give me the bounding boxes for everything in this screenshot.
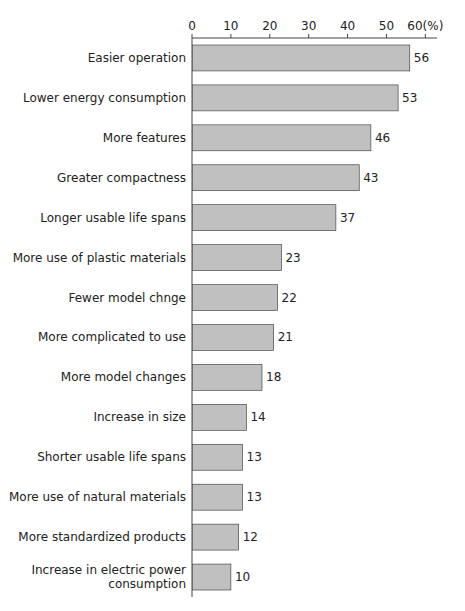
- data-label: 37: [340, 211, 355, 225]
- bar: [192, 285, 278, 311]
- x-tick: [192, 34, 193, 38]
- data-label: 56: [414, 51, 429, 65]
- x-tick-label: 10: [223, 19, 238, 33]
- x-tick: [425, 34, 426, 38]
- data-label: 53: [402, 91, 417, 105]
- category-label: More features: [103, 131, 186, 145]
- category-label: More use of natural materials: [9, 490, 186, 504]
- category-label: Lower energy consumption: [23, 91, 186, 105]
- bar: [192, 324, 274, 350]
- bar: [192, 524, 239, 550]
- x-tick: [308, 34, 309, 38]
- category-label: Increase in electric powerconsumption: [31, 563, 186, 591]
- x-tick-label: 60(%): [407, 19, 443, 33]
- data-label: 21: [278, 330, 293, 344]
- data-label: 10: [235, 570, 250, 584]
- category-label: Greater compactness: [57, 171, 186, 185]
- x-tick-label: 30: [301, 19, 316, 33]
- data-labels: 56 53 46 43 37 23 22 21 18 14 13 13 12 10: [235, 51, 429, 584]
- bar: [192, 484, 243, 510]
- category-label: More standardized products: [18, 530, 186, 544]
- data-label: 23: [285, 251, 300, 265]
- bar: [192, 564, 231, 590]
- bar: [192, 165, 359, 191]
- x-tick-label: 40: [340, 19, 355, 33]
- data-label: 43: [363, 171, 378, 185]
- data-label: 18: [266, 370, 281, 384]
- x-tick-label: 0: [188, 19, 196, 33]
- bar: [192, 245, 281, 271]
- category-label: More model changes: [61, 370, 186, 384]
- data-label: 22: [282, 291, 297, 305]
- y-axis: Easier operation Lower energy consumption…: [9, 38, 192, 597]
- category-label: Longer usable life spans: [40, 211, 186, 225]
- category-label: More complicated to use: [38, 330, 186, 344]
- chart-container: 56 53 46 43 37 23 22 21 18 14 13 13 12 10 0 10 20 30 40 50 6…: [0, 0, 465, 611]
- y-axis-line: [192, 38, 193, 597]
- data-label: 46: [375, 131, 390, 145]
- bar: [192, 45, 410, 71]
- bar: [192, 125, 371, 151]
- bar: [192, 444, 243, 470]
- bar: [192, 404, 246, 430]
- bar: [192, 205, 336, 231]
- x-tick: [230, 34, 231, 38]
- x-tick: [347, 34, 348, 38]
- category-label: More use of plastic materials: [13, 251, 186, 265]
- data-label: 13: [247, 490, 262, 504]
- bars: [192, 45, 410, 590]
- chart: 56 53 46 43 37 23 22 21 18 14 13 13 12 10 0 10 20 30 40 50 6…: [0, 0, 465, 611]
- x-tick-label: 20: [262, 19, 277, 33]
- category-label: Easier operation: [88, 51, 186, 65]
- bar: [192, 85, 398, 111]
- category-label: Increase in size: [93, 410, 186, 424]
- x-tick: [269, 34, 270, 38]
- bar: [192, 364, 262, 390]
- data-label: 14: [250, 410, 265, 424]
- x-axis: 0 10 20 30 40 50 60(%): [188, 19, 443, 38]
- x-tick: [386, 34, 387, 38]
- data-label: 13: [247, 450, 262, 464]
- data-label: 12: [243, 530, 258, 544]
- x-axis-line: [192, 38, 437, 39]
- category-label: Shorter usable life spans: [37, 450, 186, 464]
- x-tick-label: 50: [379, 19, 394, 33]
- category-label: Fewer model chnge: [68, 291, 186, 305]
